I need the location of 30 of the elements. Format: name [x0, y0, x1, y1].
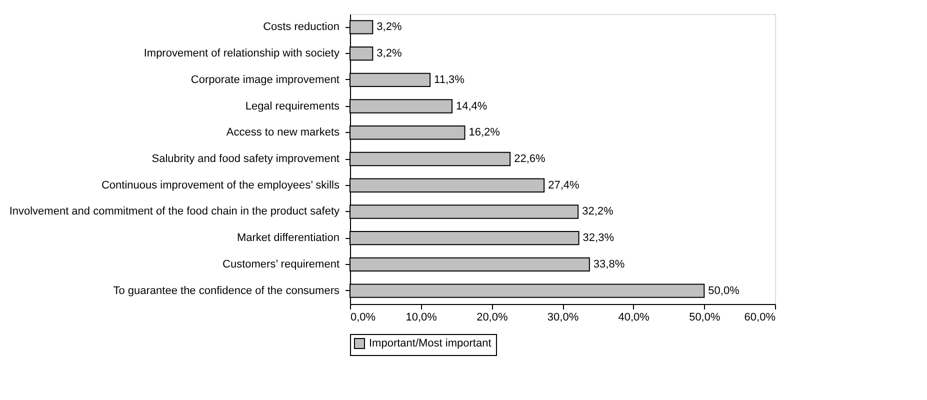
- y-tick-label: Corporate image improvement: [190, 74, 340, 86]
- y-tick-label: Improvement of relationship with society: [144, 48, 340, 60]
- x-tick-label: 30,0%: [547, 312, 579, 324]
- data-label: 33,8%: [593, 258, 625, 270]
- x-tick-label: 0,0%: [350, 312, 376, 324]
- data-label: 27,4%: [548, 179, 580, 192]
- data-label: 16,2%: [468, 126, 500, 139]
- x-tick-label: 60,0%: [744, 312, 776, 324]
- y-tick-label: Continuous improvement of the employees’ skills: [101, 179, 340, 192]
- legend-label: Important/Most important: [369, 338, 492, 350]
- y-tick-label: Salubrity and food safety improvement: [152, 153, 340, 165]
- y-tick-label: Market differentiation: [236, 232, 340, 244]
- x-tick-label: 10,0%: [406, 312, 438, 324]
- data-label: 3,2%: [376, 48, 402, 60]
- y-tick-label: Legal requirements: [245, 100, 340, 112]
- data-label: 14,4%: [456, 100, 488, 112]
- x-tick-label: 40,0%: [618, 312, 650, 324]
- y-tick-label: To guarantee the confidence of the consumers: [113, 284, 340, 297]
- data-label: 32,2%: [582, 206, 614, 218]
- data-label: 50,0%: [708, 284, 740, 297]
- data-label: 32,3%: [582, 232, 614, 244]
- y-tick-label: Customers’ requirement: [222, 258, 340, 270]
- data-label: 11,3%: [434, 74, 465, 86]
- data-label: 3,2%: [376, 21, 402, 34]
- x-tick-label: 20,0%: [476, 312, 508, 324]
- y-tick-label: Costs reduction: [263, 21, 340, 34]
- y-tick-label: Involvement and commitment of the food chain in the product safety: [9, 206, 340, 218]
- data-label: 22,6%: [514, 153, 546, 165]
- y-tick-label: Access to new markets: [226, 126, 340, 139]
- x-tick-label: 50,0%: [689, 312, 720, 324]
